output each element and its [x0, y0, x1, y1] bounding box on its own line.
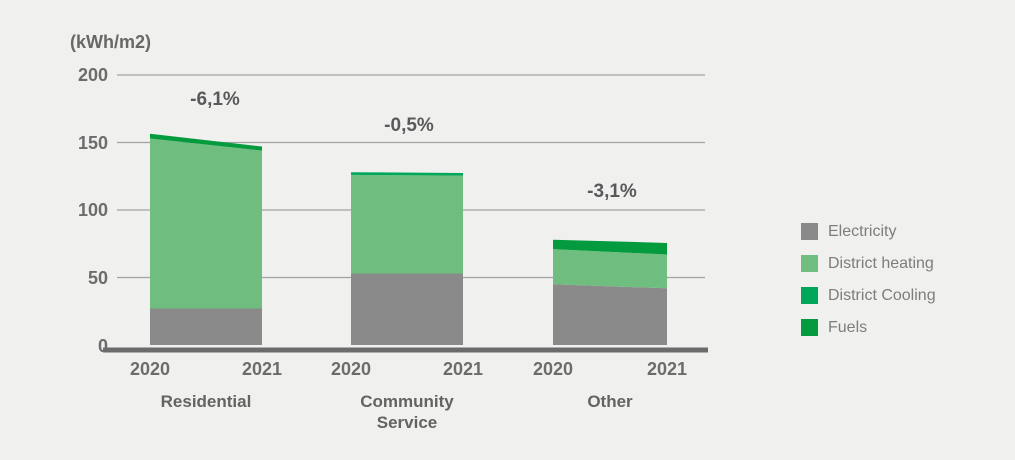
annotation-other-change: -3,1% — [587, 181, 637, 202]
chart-legend: Electricity District heating District Co… — [801, 222, 936, 350]
category-label-community-service: Community Service — [317, 391, 497, 433]
legend-item-district-heating: District heating — [801, 254, 936, 273]
legend-label: District Cooling — [828, 286, 936, 304]
year-label-residential-2020: 2020 — [129, 359, 171, 379]
legend-label: District heating — [828, 254, 934, 272]
electricity-swatch-icon — [801, 223, 818, 240]
category-label-line1: Residential — [160, 392, 252, 411]
legend-item-district-cooling: District Cooling — [801, 286, 936, 305]
year-label-other-2021: 2021 — [646, 359, 688, 379]
category-label-line1: Other — [587, 392, 633, 411]
y-tick-50: 50 — [87, 268, 108, 288]
year-label-community-2020: 2020 — [330, 359, 372, 379]
annotation-community-service-change: -0,5% — [384, 115, 434, 136]
chart-unit-title: (kWh/m2) — [70, 32, 151, 52]
legend-item-fuels: Fuels — [801, 318, 936, 337]
category-label-residential: Residential — [116, 391, 296, 412]
district-heating-swatch-icon — [801, 255, 818, 272]
district-cooling-swatch-icon — [801, 287, 818, 304]
category-label-other: Other — [520, 391, 700, 412]
year-label-community-2021: 2021 — [442, 359, 484, 379]
annotation-residential-change: -6,1% — [190, 89, 240, 110]
legend-item-electricity: Electricity — [801, 222, 936, 241]
y-tick-200: 200 — [77, 65, 108, 85]
year-label-other-2020: 2020 — [532, 359, 574, 379]
fuels-swatch-icon — [801, 319, 818, 336]
category-label-line2: Service — [376, 413, 438, 432]
year-label-residential-2021: 2021 — [241, 359, 283, 379]
y-tick-0: 0 — [97, 336, 108, 356]
category-label-line1: Community — [360, 392, 454, 411]
y-tick-150: 150 — [77, 133, 108, 153]
legend-label: Fuels — [828, 318, 868, 336]
legend-label: Electricity — [828, 222, 897, 240]
y-tick-100: 100 — [77, 200, 108, 220]
